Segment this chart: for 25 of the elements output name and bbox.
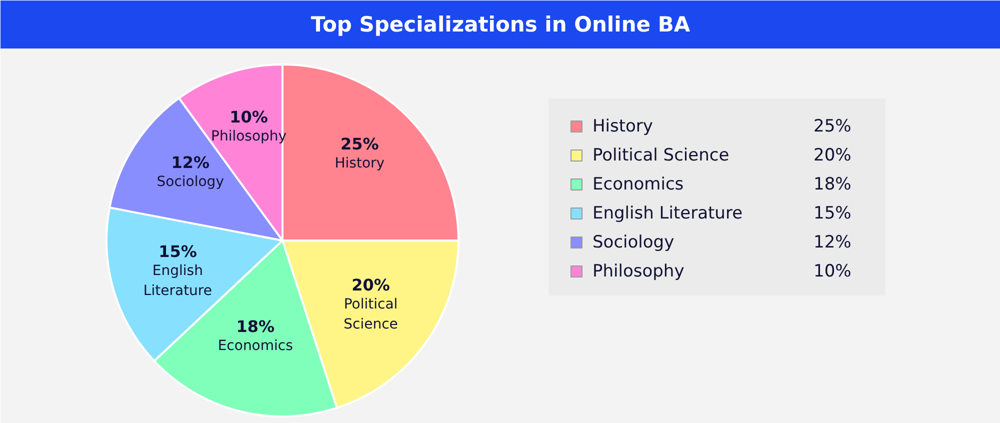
text: 12% bbox=[814, 232, 852, 252]
text: 18% bbox=[814, 174, 852, 194]
slice-label: History bbox=[334, 155, 385, 172]
text: 25% bbox=[814, 116, 852, 136]
slice-label: Sociology bbox=[156, 174, 224, 190]
legend-label: Economics bbox=[592, 174, 684, 194]
data-label: 10% bbox=[230, 108, 268, 127]
legend-label: Political Science bbox=[592, 146, 730, 166]
slice-label: Political Science bbox=[344, 296, 398, 333]
data-label: 20% bbox=[352, 276, 390, 295]
legend-label: History bbox=[592, 116, 653, 136]
text: 15% bbox=[814, 204, 852, 224]
slice-label: Economics bbox=[218, 338, 293, 354]
chart-title: Top Specializations in Online BA bbox=[310, 12, 691, 36]
text: 20% bbox=[814, 146, 852, 166]
legend-label: English Literature bbox=[592, 204, 743, 224]
legend-label: Sociology bbox=[592, 232, 674, 252]
data-label: 15% bbox=[158, 242, 197, 261]
slice-label: Philosophy bbox=[211, 128, 287, 145]
slice-label: English Literature bbox=[143, 262, 212, 299]
data-label: 12% bbox=[171, 153, 210, 172]
text: 10% bbox=[814, 262, 852, 282]
data-label: 18% bbox=[236, 317, 275, 336]
data-label: 25% bbox=[340, 134, 379, 154]
legend-label: Philosophy bbox=[592, 262, 684, 282]
